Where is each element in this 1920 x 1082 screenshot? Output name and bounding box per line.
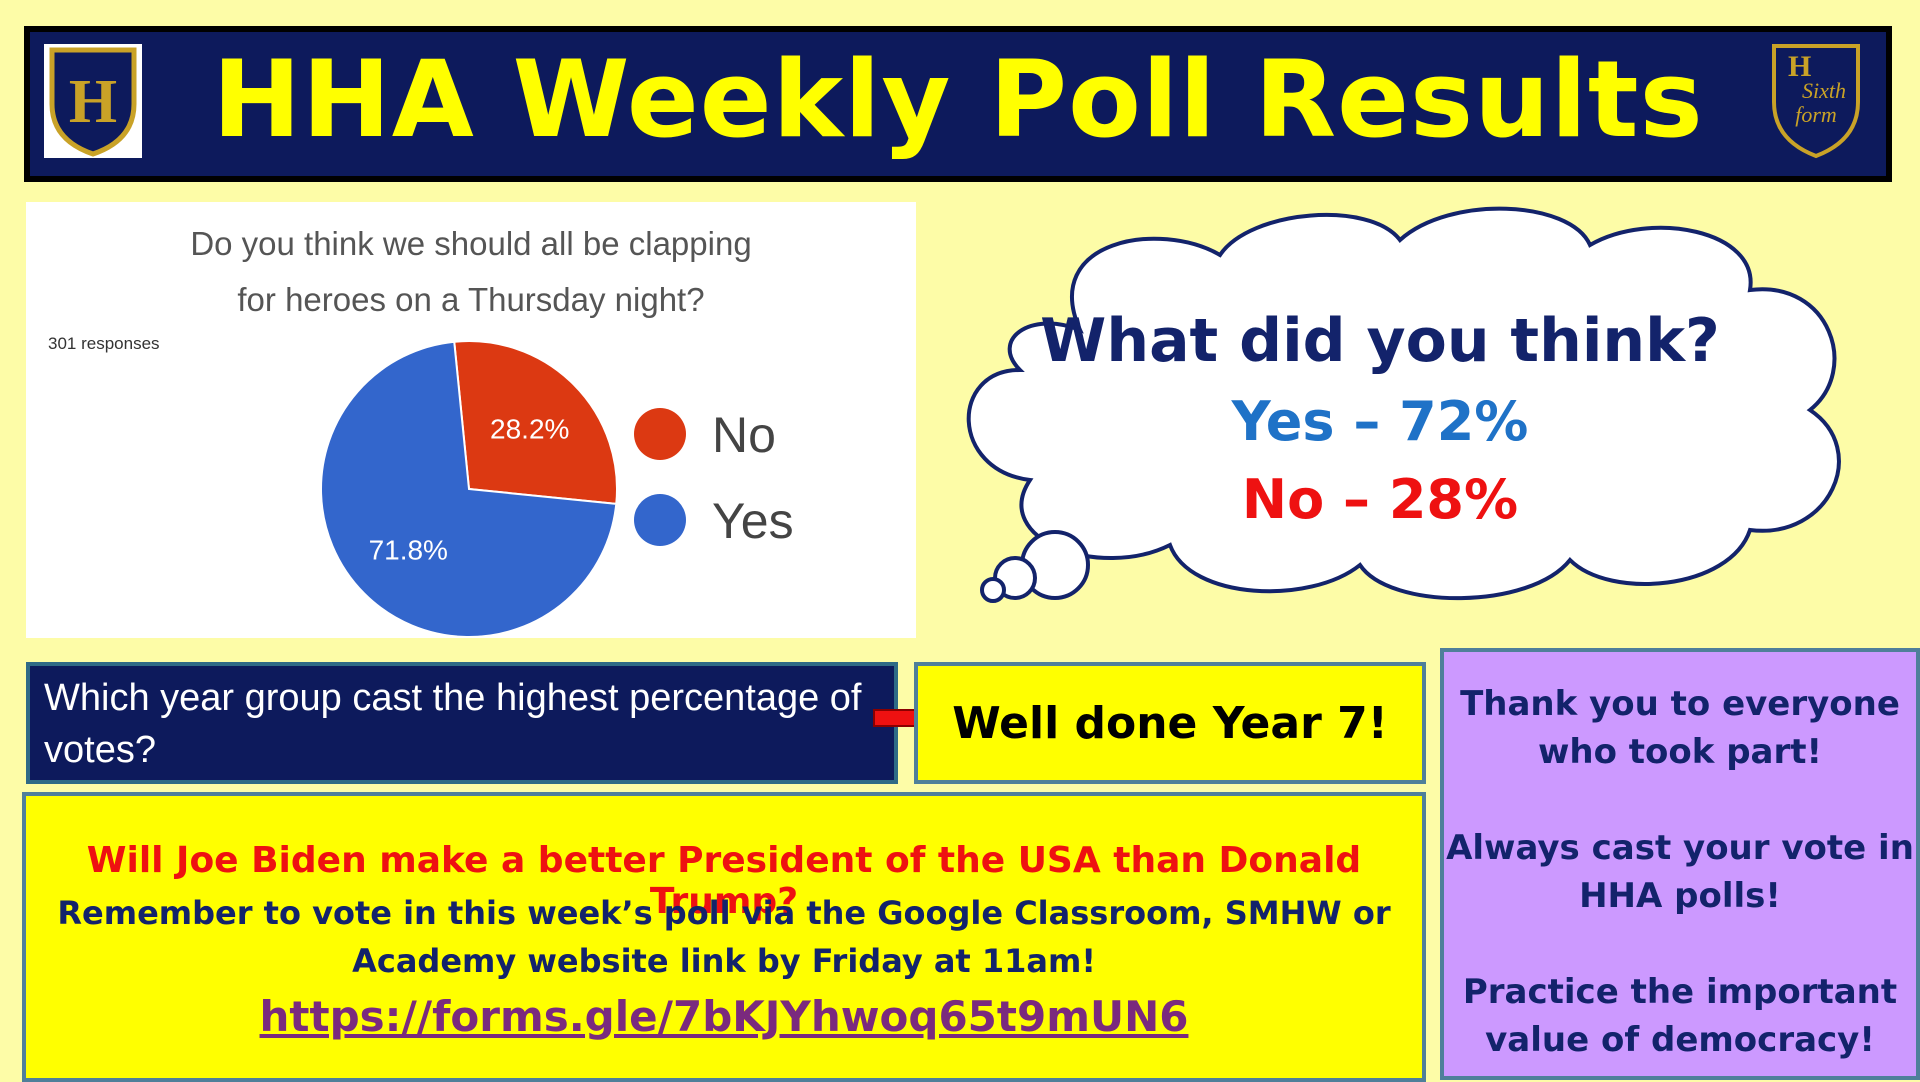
vote-encouragement: Always cast your vote in HHA polls! xyxy=(1446,828,1914,916)
sixth-form-crest-logo: H Sixth form xyxy=(1768,42,1864,160)
next-poll-box: Will Joe Biden make a better President o… xyxy=(22,792,1426,1082)
legend-swatch-no xyxy=(634,408,686,460)
crest-right-word-1: Sixth xyxy=(1802,78,1846,103)
democracy-message: Practice the important value of democrac… xyxy=(1462,972,1898,1060)
legend-label-yes: Yes xyxy=(712,493,794,549)
thanks-box: Thank you to everyone who took part! Alw… xyxy=(1440,648,1920,1080)
page-title: HHA Weekly Poll Results xyxy=(212,38,1704,161)
year-group-answer: Well done Year 7! xyxy=(914,662,1426,784)
vote-reminder-line-2: Academy website link by Friday at 11am! xyxy=(352,942,1096,980)
next-poll-question: Will Joe Biden make a better President o… xyxy=(86,840,1362,922)
chart-title-line-2: for heroes on a Thursday night? xyxy=(237,281,705,318)
crest-right-letter: H xyxy=(1788,50,1811,83)
legend-label-no: No xyxy=(712,407,776,463)
cloud-no-result: No – 28% xyxy=(1241,468,1519,531)
school-crest-logo: H xyxy=(44,44,142,158)
poll-chart-panel: Do you think we should all be clapping f… xyxy=(26,202,916,638)
pie-slice-yes xyxy=(320,340,618,638)
pie-label-yes: 71.8% xyxy=(369,535,448,566)
thought-cloud xyxy=(966,206,1841,603)
pie-chart: 28.2% 71.8% No Yes xyxy=(320,340,794,638)
legend-swatch-yes xyxy=(634,494,686,546)
crest-letter: H xyxy=(69,68,117,136)
chart-title-line-1: Do you think we should all be clapping xyxy=(190,225,752,262)
thanks-message: Thank you to everyone who took part! xyxy=(1460,684,1900,772)
year-group-question: Which year group cast the highest percen… xyxy=(26,662,898,784)
pie-slice-no xyxy=(453,340,618,506)
vote-reminder-line-1: Remember to vote in this week’s poll via… xyxy=(57,894,1391,932)
crest-right-word-2: form xyxy=(1795,102,1837,127)
cloud-question: What did you think? xyxy=(1040,306,1720,376)
header-banner: H HHA Weekly Poll Results H Sixth form xyxy=(24,26,1892,182)
response-count: 301 responses xyxy=(48,334,160,353)
cloud-yes-result: Yes – 72% xyxy=(1231,390,1529,453)
chart-title: Do you think we should all be clapping f… xyxy=(26,216,916,328)
pie-label-no: 28.2% xyxy=(490,413,569,444)
poll-form-link[interactable]: https://forms.gle/7bKJYhwoq65t9mUN6 xyxy=(259,992,1189,1041)
